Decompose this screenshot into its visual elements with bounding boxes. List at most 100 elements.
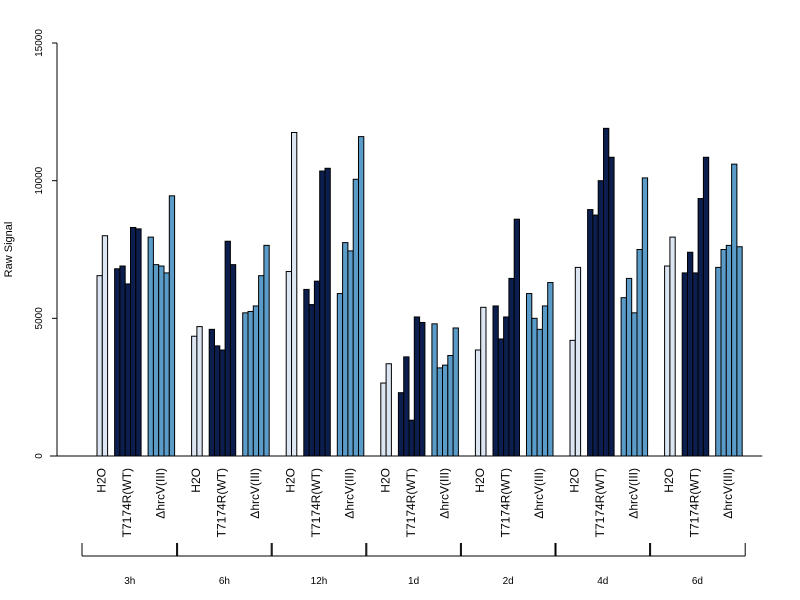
- bar-6d-1-4: [702, 156, 710, 457]
- bar-4d-1-4: [608, 156, 615, 457]
- bar-6d-0-0: [664, 265, 671, 457]
- bar-12h-2-2: [347, 250, 354, 457]
- bar-12h-1-2: [313, 280, 321, 457]
- bar-6d-1-1: [687, 251, 694, 457]
- bar-12h-2-3: [352, 178, 360, 457]
- bar-6d-2-2: [725, 244, 733, 457]
- bar-2d-1-3: [508, 277, 515, 457]
- bar-12h-0-0: [285, 271, 293, 457]
- bar-2d-2-1: [531, 317, 538, 457]
- bar-1d-1-4: [419, 321, 426, 457]
- condition-label: T7174R(WT): [688, 468, 702, 537]
- bar-3h-1-3: [130, 226, 137, 457]
- condition-label: ΔhrcV(III): [532, 468, 546, 519]
- bar-3h-1-2: [124, 283, 131, 457]
- bar-3h-1-4: [135, 228, 142, 457]
- condition-label: T7174R(WT): [309, 468, 323, 537]
- bar-4d-2-2: [631, 312, 638, 457]
- bar-6h-1-2: [219, 349, 226, 457]
- bar-3h-0-1: [101, 235, 109, 457]
- bar-4d-1-0: [587, 209, 594, 457]
- bar-3h-2-1: [152, 264, 160, 457]
- bar-1d-2-3: [447, 355, 454, 457]
- bar-4d-1-3: [603, 127, 610, 457]
- condition-label: H2O: [473, 468, 487, 493]
- bar-6d-2-1: [720, 249, 727, 457]
- condition-label: ΔhrcV(III): [721, 468, 735, 519]
- condition-label: T7174R(WT): [498, 468, 512, 537]
- condition-label: ΔhrcV(III): [627, 468, 641, 519]
- bar-12h-0-1: [291, 131, 298, 457]
- condition-label: H2O: [567, 468, 581, 493]
- bar-6h-2-0: [242, 312, 249, 457]
- bar-6d-1-2: [692, 272, 699, 457]
- bar-2d-1-2: [503, 316, 510, 457]
- bar-4d-1-1: [592, 214, 599, 457]
- bar-4d-2-3: [636, 249, 643, 457]
- bar-1d-2-1: [436, 367, 444, 457]
- timepoint-label: 6d: [692, 576, 703, 587]
- bar-1d-2-2: [442, 364, 449, 457]
- bar-12h-2-0: [336, 293, 344, 457]
- bar-1d-2-4: [452, 327, 459, 457]
- timepoint-label: 12h: [311, 576, 328, 587]
- timepoint-label: 6h: [219, 576, 230, 587]
- y-tick-label: 0: [34, 453, 45, 459]
- timepoint-label: 1d: [408, 576, 419, 587]
- bar-6h-0-1: [196, 326, 203, 457]
- condition-label: H2O: [94, 468, 108, 493]
- bar-6d-0-1: [669, 236, 676, 457]
- bar-1d-0-1: [385, 363, 392, 457]
- bar-6h-1-1: [214, 345, 221, 457]
- condition-label: ΔhrcV(III): [154, 468, 168, 519]
- bar-1d-2-0: [431, 323, 438, 457]
- bar-2d-0-0: [474, 349, 482, 457]
- bar-2d-1-1: [497, 338, 505, 457]
- bar-4d-2-0: [620, 297, 627, 457]
- bar-4d-2-4: [641, 177, 649, 457]
- bar-1d-0-0: [380, 382, 387, 457]
- bar-1d-1-3: [413, 316, 421, 457]
- condition-label: T7174R(WT): [404, 468, 418, 537]
- condition-label: H2O: [662, 468, 676, 493]
- condition-label: H2O: [284, 468, 298, 493]
- bar-12h-2-4: [358, 136, 365, 457]
- bar-2d-2-2: [536, 328, 543, 457]
- condition-label: T7174R(WT): [593, 468, 607, 537]
- bar-1d-1-2: [408, 419, 415, 457]
- condition-label: ΔhrcV(III): [343, 468, 357, 519]
- bar-2d-1-0: [492, 305, 499, 457]
- bar-4d-1-2: [597, 180, 605, 457]
- condition-label: ΔhrcV(III): [437, 468, 451, 519]
- bar-12h-1-3: [319, 170, 326, 457]
- bar-6h-2-3: [258, 275, 265, 457]
- timepoint-label: 3h: [124, 576, 135, 587]
- bar-12h-2-1: [342, 242, 349, 457]
- bar-6h-2-4: [263, 244, 270, 457]
- bar-12h-1-1: [308, 304, 315, 457]
- bar-2d-1-4: [513, 218, 521, 457]
- condition-label: T7174R(WT): [120, 468, 134, 537]
- condition-label: H2O: [189, 468, 203, 493]
- bar-12h-1-4: [324, 167, 331, 457]
- bar-3h-1-1: [119, 265, 126, 457]
- bar-6d-2-0: [715, 266, 722, 457]
- bar-6h-1-0: [208, 328, 215, 457]
- timepoint-label: 2d: [503, 576, 514, 587]
- timepoint-label: 4d: [597, 576, 608, 587]
- bar-1d-1-0: [397, 392, 405, 457]
- bar-6h-1-4: [229, 264, 237, 457]
- bar-2d-2-4: [547, 282, 554, 457]
- condition-label: ΔhrcV(III): [248, 468, 262, 519]
- bar-12h-1-0: [303, 288, 310, 457]
- bar-4d-2-1: [625, 277, 633, 457]
- bar-1d-1-1: [403, 356, 410, 457]
- bar-6d-1-3: [697, 198, 704, 457]
- bar-3h-2-2: [158, 265, 165, 457]
- bar-2d-0-1: [480, 306, 487, 457]
- bar-6h-2-2: [252, 305, 260, 457]
- bar-2d-2-3: [541, 305, 549, 457]
- bar-6d-2-4: [736, 246, 743, 457]
